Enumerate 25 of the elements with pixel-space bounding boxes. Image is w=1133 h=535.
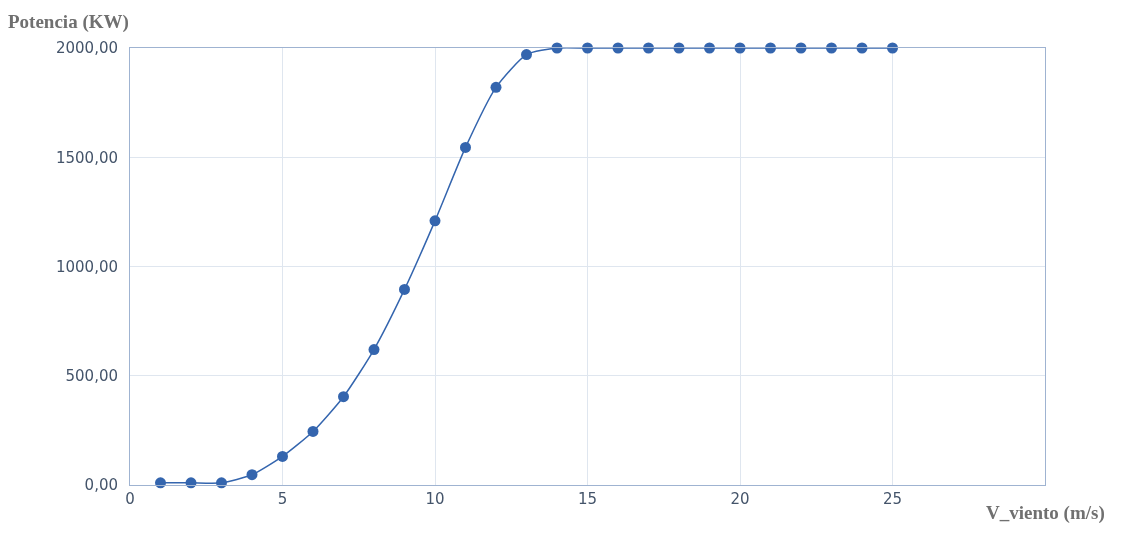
x-tick-label: 20 bbox=[730, 490, 750, 508]
point bbox=[429, 215, 441, 227]
point bbox=[399, 283, 410, 295]
x-tick-label: 15 bbox=[577, 490, 598, 508]
point bbox=[155, 477, 166, 489]
point bbox=[338, 391, 349, 403]
point bbox=[216, 477, 227, 489]
x-tick-label: 10 bbox=[425, 490, 445, 508]
y-tick-label: 0,00 bbox=[84, 476, 118, 495]
point bbox=[521, 49, 532, 61]
y-tick-label: 1500,00 bbox=[55, 148, 118, 167]
y-axis-title: Potencia (KW) bbox=[8, 11, 129, 33]
point bbox=[307, 425, 319, 437]
y-tick-label: 1000,00 bbox=[55, 257, 118, 276]
point bbox=[460, 141, 471, 153]
point bbox=[277, 450, 288, 462]
point bbox=[490, 81, 502, 93]
point bbox=[246, 469, 258, 481]
point bbox=[368, 344, 380, 356]
x-tick-label: 0 bbox=[125, 490, 135, 508]
x-tick-label: 5 bbox=[277, 490, 288, 508]
y-tick-label: 2000,00 bbox=[55, 39, 118, 58]
y-tick-label: 500,00 bbox=[65, 367, 118, 385]
x-axis-title: V_viento (m/s) bbox=[986, 502, 1105, 524]
x-tick-label: 25 bbox=[882, 490, 903, 508]
